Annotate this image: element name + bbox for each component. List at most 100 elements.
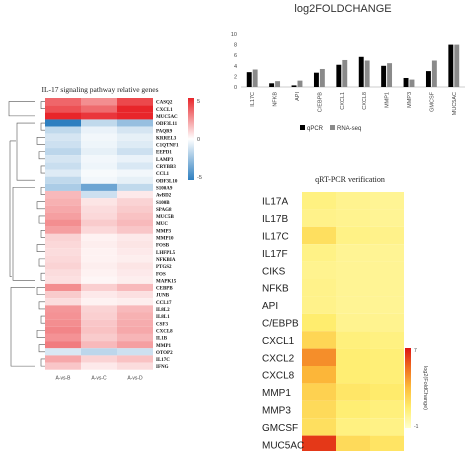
qrtpcr-cell-c-ebpb-a-vs-d	[370, 313, 404, 332]
dendrogram-branch	[36, 201, 45, 210]
qrtpcr-heatmap-title: qRT-PCR verification	[315, 175, 385, 184]
il17-cell-fos-a-vs-c	[81, 269, 117, 277]
il17-cell-fos-a-vs-d	[117, 269, 153, 277]
il17-scale-tick: -5	[197, 175, 202, 181]
il17-row-label: S100A9	[156, 186, 173, 191]
dendrogram-branch	[40, 101, 45, 110]
dendrogram-branch	[38, 301, 45, 310]
il17-cell-spag8-a-vs-c	[81, 205, 117, 213]
il17-cell-muc5ac-a-vs-d	[117, 112, 153, 120]
bar-rna-seq-nfkb	[275, 81, 281, 87]
il17-cell-ccl17-a-vs-d	[117, 298, 153, 306]
il17-row-label: CRYBB3	[156, 165, 176, 170]
il17-cell-ifng-a-vs-c	[81, 362, 117, 370]
il17-cell-fosb-a-vs-c	[81, 241, 117, 249]
bar-rna-seq-mmp1	[387, 63, 393, 87]
il17-cell-junb-a-vs-c	[81, 291, 117, 299]
dendrogram-branch	[16, 122, 35, 181]
bar-qpcr-muc5ac	[448, 44, 454, 87]
il17-cell-cxcl8-a-vs-c	[81, 326, 117, 334]
il17-cell-mapk15-a-vs-b	[45, 276, 81, 284]
il17-cell-avbd2-a-vs-d	[117, 190, 153, 199]
qrtpcr-cell-mmp1-a-vs-d	[370, 383, 404, 401]
il17-row-label: MUC5B	[156, 215, 174, 220]
il17-row-label: MUC	[156, 222, 168, 227]
il17-cell-otop2-a-vs-b	[45, 348, 81, 356]
il17-heatmap: IL-17 signaling pathway relative genes C…	[8, 85, 202, 382]
bar-y-tick-label: 2	[234, 74, 237, 80]
qrtpcr-row-label: IL17A	[262, 197, 288, 208]
il17-cell-ccl1-a-vs-d	[117, 169, 153, 177]
il17-cell-ifng-a-vs-d	[117, 362, 153, 370]
bar-chart-title: log2FOLDCHANGE	[294, 3, 391, 15]
il17-cell-eepd1-a-vs-b	[45, 148, 81, 156]
il17-cell-il17c-a-vs-c	[81, 355, 117, 363]
dendrogram-branch	[40, 187, 45, 195]
il17-row-label: CXCL1	[156, 108, 173, 113]
bar-qpcr-cxcl1	[336, 64, 342, 87]
dendrogram-branch	[36, 287, 45, 295]
il17-cell-ccl17-a-vs-c	[81, 298, 117, 306]
il17-row-label: CCL17	[156, 301, 172, 306]
dendrogram-branch	[36, 137, 45, 145]
il17-cell-il8l1-a-vs-c	[81, 312, 117, 320]
qrtpcr-scale-tick: 7	[414, 348, 417, 354]
qrtpcr-row-label: IL17F	[262, 249, 288, 260]
il17-cell-odf3l11-a-vs-b	[45, 119, 81, 127]
il17-row-label: FOSB	[156, 244, 170, 249]
il17-cell-il17c-a-vs-b	[45, 355, 81, 363]
bar-qpcr-c-ebpb	[313, 72, 319, 87]
il17-cell-odf3l10-a-vs-b	[45, 176, 81, 184]
qrtpcr-cell-c-ebpb-a-vs-c	[336, 313, 370, 332]
il17-row-label: IL1B	[156, 337, 168, 342]
qrtpcr-cell-il17a-a-vs-d	[370, 192, 404, 210]
qrtpcr-cell-mmp3-a-vs-d	[370, 400, 404, 419]
il17-row-label: CSF3	[156, 322, 168, 327]
il17-cell-ccl17-a-vs-b	[45, 298, 81, 306]
il17-cell-paqr9-a-vs-d	[117, 126, 153, 134]
il17-row-label: ODF3L11	[156, 122, 178, 127]
qrtpcr-cell-ciks-a-vs-b	[302, 261, 336, 279]
il17-cell-cebpb-a-vs-d	[117, 283, 153, 292]
il17-col-label: A-vs-B	[56, 376, 72, 382]
qrtpcr-heatmap: qRT-PCR verification IL17A IL17B IL17C IL17…	[262, 175, 428, 451]
il17-cell-mapk15-a-vs-c	[81, 276, 117, 284]
il17-cell-s100a9-a-vs-b	[45, 183, 81, 191]
qrtpcr-row-label: MMP1	[262, 388, 291, 399]
dendrogram-branch	[40, 165, 45, 174]
il17-cell-fos-a-vs-b	[45, 269, 81, 277]
il17-cell-junb-a-vs-d	[117, 291, 153, 299]
il17-cell-muc5b-a-vs-d	[117, 212, 153, 220]
il17-row-label: MMP3	[156, 229, 171, 234]
qrtpcr-cell-api-a-vs-c	[336, 296, 370, 314]
il17-cell-s100b-a-vs-b	[45, 198, 81, 206]
il17-cell-otop2-a-vs-c	[81, 348, 117, 356]
il17-cell-cxcl8-a-vs-d	[117, 326, 153, 334]
qrtpcr-row-label: C/EBPB	[262, 319, 299, 330]
bar-x-tick-label: API	[295, 92, 301, 101]
dendrogram-branch	[38, 258, 45, 267]
qrtpcr-cell-il17f-a-vs-c	[336, 244, 370, 262]
il17-row-label: IL8L1	[156, 315, 170, 320]
qrtpcr-cell-mmp3-a-vs-c	[336, 400, 370, 419]
il17-cell-mmp10-a-vs-c	[81, 233, 117, 241]
qrtpcr-color-scale	[405, 348, 411, 428]
bar-y-tick-label: 4	[234, 64, 237, 70]
il17-cell-muc5ac-a-vs-b	[45, 112, 81, 120]
il17-cell-crybb3-a-vs-d	[117, 162, 153, 170]
bar-rna-seq-gmcsf	[431, 60, 437, 87]
qrtpcr-cell-gmcsf-a-vs-d	[370, 418, 404, 436]
il17-cell-odf3l11-a-vs-c	[81, 119, 117, 127]
bar-x-tick-label: MUC5AC	[452, 92, 458, 115]
il17-row-label: PAQR9	[156, 129, 173, 134]
qrtpcr-cell-il17a-a-vs-c	[336, 192, 370, 210]
bar-rna-seq-il17c	[252, 69, 258, 87]
il17-row-label: KRREL3	[156, 136, 177, 141]
qrtpcr-scale-tick: -1	[414, 424, 419, 430]
qrtpcr-cell-il17f-a-vs-b	[302, 244, 336, 262]
dendrogram-branch	[40, 358, 45, 367]
qrtpcr-cell-cxcl1-a-vs-b	[302, 331, 336, 349]
legend-label-qpcr: qPCR	[307, 126, 324, 132]
il17-cell-il1b-a-vs-c	[81, 333, 117, 342]
dendrogram-branch	[40, 122, 45, 131]
